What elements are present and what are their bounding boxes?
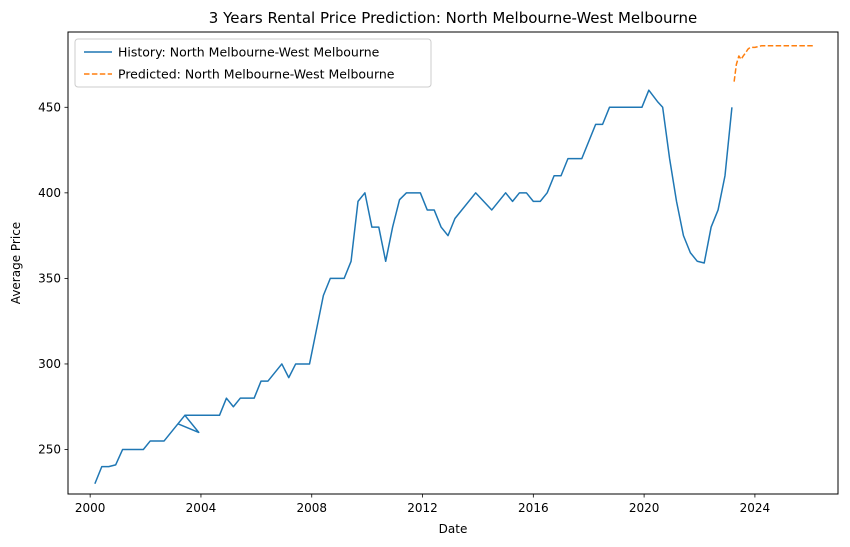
x-tick-label: 2012 [407,501,438,515]
x-tick-label: 2004 [186,501,217,515]
y-tick-label: 250 [38,443,61,457]
x-tick-label: 2008 [296,501,327,515]
plot-frame [67,31,839,495]
x-tick-label: 2016 [518,501,549,515]
legend-label: Predicted: North Melbourne-West Melbourn… [118,67,395,82]
x-axis-label: Date [439,522,468,536]
y-axis-label: Average Price [9,222,23,304]
x-tick-label: 2024 [740,501,771,515]
series-layer [94,44,816,485]
legend-label: History: North Melbourne-West Melbourne [118,45,380,60]
y-tick-label: 450 [38,100,61,114]
x-axis: 2000 2004 2008 2012 2016 2020 2024 [75,494,770,515]
series-line-history [94,89,733,485]
y-tick-label: 350 [38,271,61,285]
legend-box [74,38,432,88]
y-tick-label: 300 [38,357,61,371]
series-line-predicted [733,44,816,82]
chart-title: 3 Years Rental Price Prediction: North M… [209,9,697,27]
legend: History: North Melbourne-West Melbourne P… [74,38,432,88]
x-tick-label: 2020 [629,501,660,515]
y-tick-label: 400 [38,186,61,200]
y-axis: 250 300 350 400 450 [38,100,68,457]
x-tick-label: 2000 [75,501,106,515]
